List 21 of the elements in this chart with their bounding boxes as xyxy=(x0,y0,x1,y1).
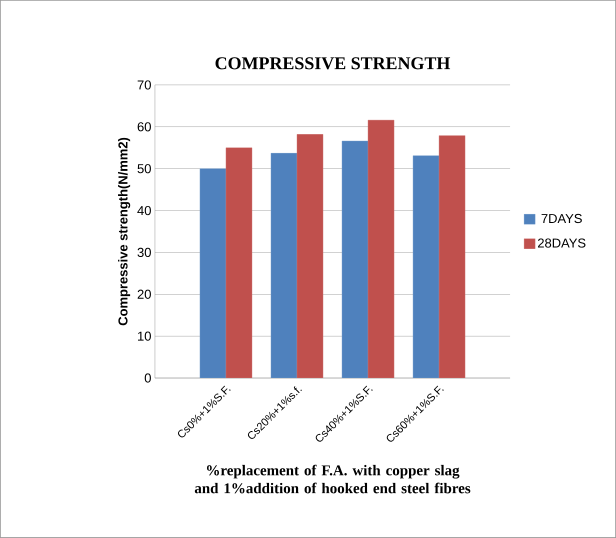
bar xyxy=(438,135,466,378)
x-axis-title: %replacement of F.A. with copper slag and 1%addition of hooked end steel fibres xyxy=(194,464,470,494)
legend-label: 28DAYS xyxy=(538,238,586,248)
chart-title: COMPRESSIVE STRENGTH xyxy=(216,57,450,70)
bar xyxy=(226,148,252,378)
y-tick-label: 60 xyxy=(138,122,151,132)
y-tick-label: 50 xyxy=(138,164,151,174)
bar xyxy=(342,140,368,378)
y-tick-label: 10 xyxy=(138,332,151,341)
y-axis-title: Compressive strength(N/mm2) xyxy=(118,138,130,326)
bar xyxy=(200,168,226,378)
y-tick-label: 30 xyxy=(138,248,151,257)
y-tick-label: 20 xyxy=(138,290,151,299)
legend-label: 7DAYS xyxy=(542,214,582,224)
bar xyxy=(270,152,298,378)
y-tick-label: 40 xyxy=(137,206,151,216)
y-tick-label: 70 xyxy=(138,80,151,90)
bar xyxy=(412,155,440,378)
y-tick-label: 0 xyxy=(144,373,151,383)
bar xyxy=(368,120,394,378)
bar xyxy=(296,134,324,378)
